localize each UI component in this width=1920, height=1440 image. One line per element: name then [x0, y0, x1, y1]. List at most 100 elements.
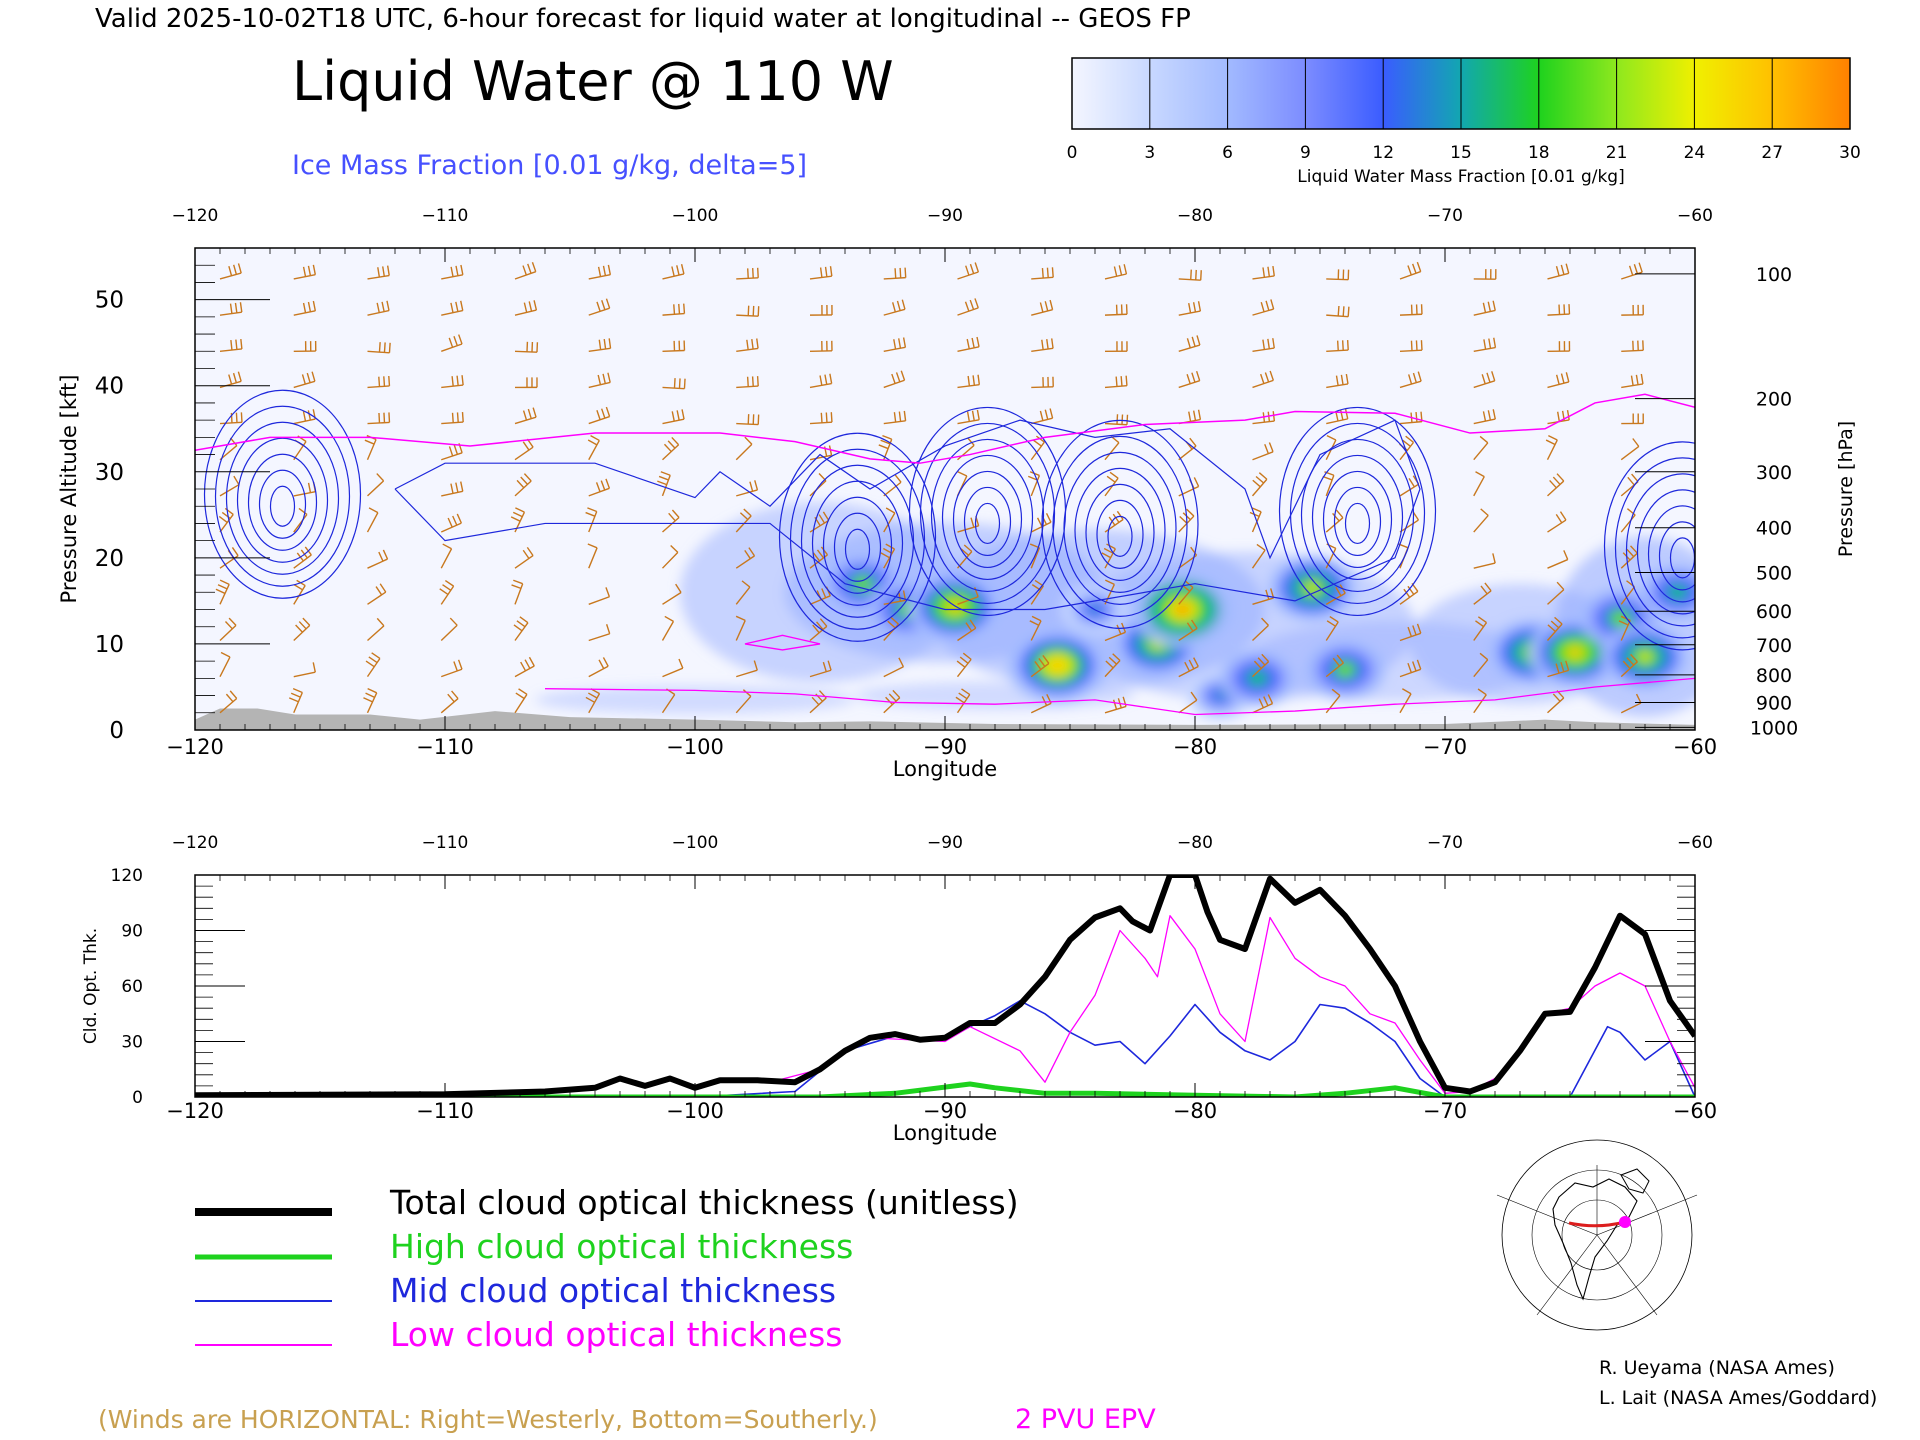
main-top-tick-label: −60 — [1677, 206, 1713, 226]
pressure-tick-label: 1000 — [1750, 717, 1798, 739]
winds-note: (Winds are HORIZONTAL: Right=Westerly, B… — [98, 1405, 878, 1434]
bottom-y-label: Cld. Opt. Thk. — [81, 928, 101, 1044]
colorbar-bin — [1227, 58, 1306, 129]
pressure-tick-label: 300 — [1756, 462, 1792, 484]
wind-barb — [883, 410, 907, 425]
wind-barb — [809, 304, 833, 316]
wind-barb — [883, 299, 906, 316]
wind-barb — [367, 375, 391, 389]
colorbar-tick-label: 15 — [1450, 143, 1472, 163]
wind-barb — [219, 263, 242, 280]
wind-barb — [219, 437, 238, 461]
wind-barb — [1473, 435, 1489, 461]
wind-barb — [441, 300, 464, 316]
wind-barb — [588, 298, 611, 316]
ice-contour-line — [963, 486, 1012, 557]
main-x-label: Longitude — [893, 757, 997, 781]
wind-barb — [1031, 267, 1054, 280]
wind-barb — [883, 507, 896, 533]
liquid-water-cell — [1638, 651, 1652, 663]
locator-map-meridian — [1596, 1194, 1698, 1236]
wind-barb — [661, 615, 675, 641]
wind-barb — [514, 300, 538, 316]
main-y-label: Pressure Altitude [kft] — [57, 375, 81, 604]
bottom-top-tick-label: −60 — [1677, 833, 1713, 853]
wind-barb — [1326, 305, 1350, 318]
ice-contour-line — [1647, 505, 1695, 603]
wind-barb — [1399, 371, 1422, 389]
liquid-water-cell — [1567, 646, 1583, 659]
wind-barb — [662, 378, 686, 390]
wind-barb — [588, 587, 611, 605]
wind-barb — [662, 340, 686, 352]
wind-barb — [1252, 588, 1275, 606]
wind-barb — [1399, 340, 1423, 352]
colorbar-bins — [1072, 58, 1851, 129]
bottom-y-tick-label: 90 — [121, 922, 143, 942]
main-top-tick-label: −70 — [1427, 206, 1463, 226]
ice-contour-line — [1074, 467, 1166, 593]
wind-barb — [735, 689, 752, 714]
wind-barb — [883, 473, 902, 497]
wind-barb — [1621, 413, 1644, 425]
colorbar-tick-label: 21 — [1606, 143, 1628, 163]
locator-map-marker — [1619, 1216, 1631, 1228]
wind-barb — [1547, 550, 1569, 569]
ice-contour-line — [1322, 470, 1393, 569]
wind-barb — [510, 507, 526, 533]
wind-barb — [1547, 660, 1570, 678]
wind-barb — [883, 689, 901, 714]
wind-barb — [957, 298, 979, 316]
wind-barb — [219, 371, 242, 389]
wind-barb — [1473, 337, 1497, 352]
wind-barb — [1473, 582, 1492, 605]
wind-barb — [1252, 299, 1275, 316]
ice-contour-line — [1041, 419, 1199, 629]
wind-barb — [219, 475, 240, 497]
pressure-tick-label: 100 — [1756, 264, 1792, 286]
wind-barb — [293, 371, 316, 389]
wind-barb — [809, 618, 828, 642]
locator-map-meridian — [1536, 1234, 1598, 1316]
wind-barb — [1104, 653, 1121, 678]
liquid-water-cell — [1049, 659, 1066, 672]
wind-barb — [514, 688, 528, 714]
wind-barb — [514, 656, 535, 678]
ice-contour-line — [952, 470, 1023, 569]
wind-barb — [957, 619, 977, 642]
wind-barb — [588, 406, 611, 425]
main-x-tick-label: −120 — [166, 735, 224, 759]
wind-barb — [367, 300, 390, 316]
wind-barb — [883, 370, 906, 389]
bottom-top-tick-label: −90 — [927, 833, 963, 853]
ice-mass-fraction-label: Ice Mass Fraction [0.01 g/kg, delta=5] — [292, 150, 807, 181]
wind-barb — [735, 580, 751, 605]
wind-barb — [1620, 438, 1640, 461]
wind-barb — [735, 615, 746, 641]
wind-barb — [957, 262, 980, 280]
wind-barb — [440, 543, 453, 569]
wind-barb — [367, 617, 385, 642]
ice-contour-line — [844, 528, 871, 570]
liquid-water-cell — [1251, 673, 1264, 683]
bottom-top-tick-label: −120 — [172, 833, 219, 853]
legend-label-mid: Mid cloud optical thickness — [390, 1271, 836, 1310]
pv-low-contour — [544, 677, 1695, 716]
ice-contour-line — [778, 432, 937, 642]
bottom-x-label: Longitude — [893, 1121, 997, 1145]
wind-barb — [1473, 269, 1497, 280]
legend: Total cloud optical thickness (unitless)… — [195, 1183, 1019, 1354]
wind-barb — [1178, 301, 1202, 316]
wind-barb — [1252, 653, 1270, 678]
main-y-tick-label: 50 — [95, 288, 124, 314]
main-y-tick-label: 40 — [95, 374, 124, 400]
ice-contour-line — [214, 405, 351, 587]
ice-contour-line — [247, 453, 318, 551]
wind-barb — [588, 657, 609, 678]
wind-barb — [1104, 341, 1128, 352]
wind-barb — [1252, 617, 1269, 641]
wind-barb — [293, 341, 317, 352]
wind-barb — [1473, 652, 1489, 678]
wind-barb — [1104, 579, 1115, 605]
wind-barb — [883, 267, 907, 280]
